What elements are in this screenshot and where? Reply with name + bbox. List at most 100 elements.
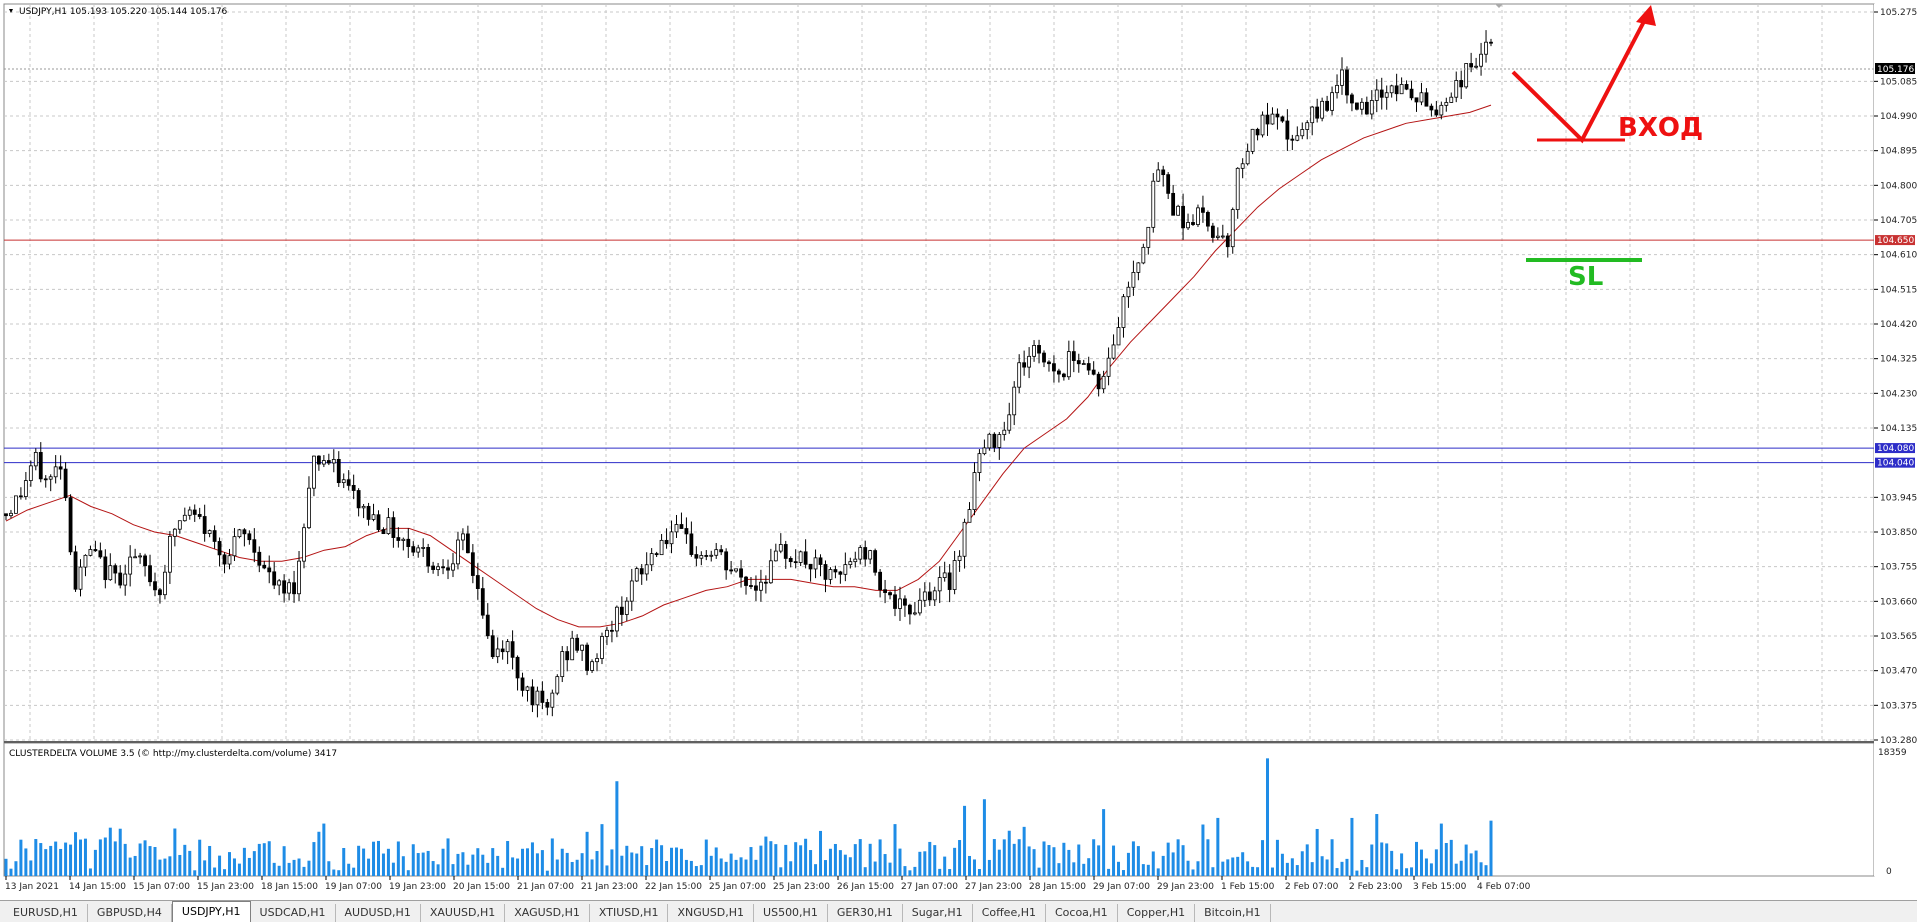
volume-bar [1236, 856, 1240, 876]
candle-body [813, 557, 818, 570]
volume-bar [1415, 841, 1419, 876]
time-tick-label: 2 Feb 07:00 [1285, 882, 1339, 892]
tab-us500-h1[interactable]: US500,H1 [754, 904, 828, 922]
tab-xtiusd-h1[interactable]: XTIUSD,H1 [590, 904, 669, 922]
candle-body [1355, 102, 1359, 110]
tab-bitcoin-h1[interactable]: Bitcoin,H1 [1195, 904, 1271, 922]
volume-bar [1340, 861, 1344, 876]
volume-bar [14, 861, 18, 876]
volume-bar [625, 845, 629, 876]
tab-cocoa-h1[interactable]: Cocoa,H1 [1046, 904, 1118, 922]
candle-body [699, 555, 704, 559]
candle-body [903, 598, 907, 606]
tab-usdcad-h1[interactable]: USDCAD,H1 [251, 904, 336, 922]
time-tick-label: 19 Jan 07:00 [325, 882, 382, 892]
tab-gbpusd-h4[interactable]: GBPUSD,H4 [88, 904, 172, 922]
tab-eurusd-h1[interactable]: EURUSD,H1 [4, 904, 88, 922]
tab-xngusd-h1[interactable]: XNGUSD,H1 [668, 904, 755, 922]
tab-copper-h1[interactable]: Copper,H1 [1118, 904, 1196, 922]
candle-body [624, 600, 629, 615]
volume-bar [1166, 842, 1170, 876]
volume-bar [39, 843, 43, 876]
volume-bar [987, 859, 991, 876]
candle-body [1325, 100, 1330, 111]
volume-bar [29, 860, 33, 876]
tab-sugar-h1[interactable]: Sugar,H1 [903, 904, 973, 922]
level-price-tag [1875, 443, 1915, 454]
candle-body [754, 585, 758, 591]
candle-body [1434, 109, 1439, 116]
candle-body [456, 539, 460, 565]
candle-body [416, 547, 421, 553]
volume-bar [1410, 867, 1414, 876]
candle-body [1320, 100, 1325, 119]
candle-body [262, 564, 267, 569]
candle-body [426, 547, 431, 567]
candle-body [1171, 192, 1176, 216]
volume-bar [376, 840, 380, 876]
volume-bar [481, 854, 485, 876]
volume-bar [1206, 839, 1210, 876]
chart-menu-arrow-icon[interactable] [9, 9, 13, 13]
volume-bar [754, 859, 758, 876]
volume-bar [118, 828, 122, 876]
candle-body [545, 702, 550, 708]
candle-body [1260, 114, 1265, 136]
volume-bar [660, 845, 664, 876]
candle-body [560, 651, 565, 678]
volume-bar [461, 852, 465, 876]
candle-body [411, 546, 416, 553]
candle-body [53, 466, 58, 478]
volume-bar [883, 854, 887, 876]
candle-body [932, 590, 937, 601]
candle-body [14, 495, 18, 514]
candle-body [535, 690, 540, 706]
volume-bar [223, 869, 227, 876]
candle-body [237, 529, 242, 538]
candle-body [133, 556, 138, 559]
candle-body [972, 472, 977, 510]
volume-bar [267, 841, 271, 876]
volume-bar [794, 842, 798, 876]
volume-bar [1136, 846, 1140, 876]
candle-body [1305, 122, 1310, 130]
tab-xagusd-h1[interactable]: XAGUSD,H1 [505, 904, 590, 922]
volume-bar [198, 839, 202, 876]
entry-label: ВХОД [1618, 113, 1703, 143]
volume-bar [630, 852, 634, 876]
candle-body [724, 551, 729, 571]
tab-audusd-h1[interactable]: AUDUSD,H1 [336, 904, 421, 922]
candle-body [1439, 104, 1444, 116]
volume-bar [516, 858, 520, 876]
volume-bar [1434, 849, 1438, 876]
time-tick-label: 29 Jan 07:00 [1093, 882, 1150, 892]
volume-bar [948, 869, 952, 876]
candle-body [1374, 89, 1379, 101]
price-candles [4, 30, 1493, 718]
volume-bar [9, 868, 13, 876]
volume-bar [1107, 868, 1111, 876]
moving-average-line [5, 104, 1492, 628]
candle-body [1310, 106, 1315, 124]
volume-bar [1156, 868, 1160, 876]
chart-canvas[interactable]: 105.275 105.085 104.990 104.895 104.800 104.7… [0, 0, 1917, 900]
time-tick-label: 25 Jan 07:00 [709, 882, 766, 892]
volume-bar [287, 862, 291, 876]
tab-xauusd-h1[interactable]: XAUUSD,H1 [421, 904, 506, 922]
chart-shift-marker-icon[interactable] [1495, 4, 1503, 8]
volume-bar [977, 869, 981, 876]
tab-coffee-h1[interactable]: Coffee,H1 [973, 904, 1046, 922]
time-tick-label: 25 Jan 23:00 [773, 882, 830, 892]
tab-ger30-h1[interactable]: GER30,H1 [828, 904, 903, 922]
candle-body [823, 564, 828, 580]
candle-body [88, 549, 93, 556]
volume-bar [605, 865, 609, 876]
price-tick-label: 105.085 [1880, 77, 1917, 87]
tab-usdjpy-h1[interactable]: USDJPY,H1 [171, 901, 251, 922]
candle-body [739, 568, 743, 578]
volume-bar [1027, 846, 1031, 876]
price-axis-panel[interactable] [1874, 4, 1917, 876]
price-tick-label: 104.420 [1880, 320, 1917, 330]
volume-bar [1077, 844, 1081, 876]
